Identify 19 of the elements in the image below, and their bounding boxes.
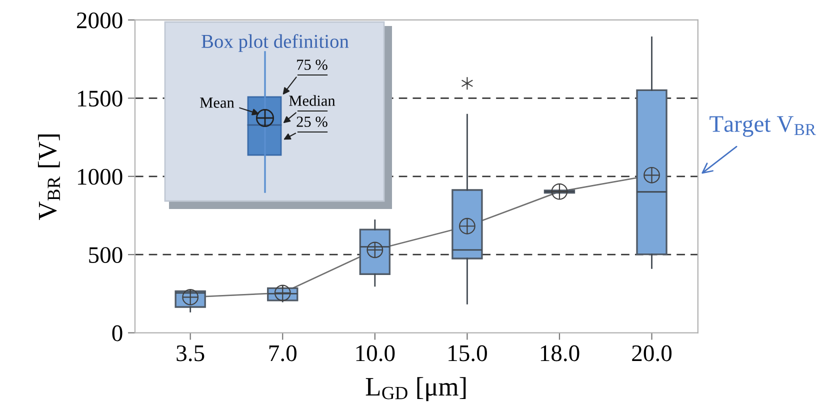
y-tick-label: 500 <box>89 247 122 264</box>
x-tick-label: 3.5 <box>176 345 204 362</box>
x-tick-label: 15.0 <box>448 345 487 362</box>
y-tick-label: 1500 <box>78 90 122 107</box>
annotation: Box plot definition <box>202 34 349 52</box>
y-tick-label: 1000 <box>78 168 122 185</box>
y-tick-label: 0 <box>112 325 122 342</box>
y-axis-title: V$_{BR}$ [V] <box>38 134 60 220</box>
y-tick-label: 2000 <box>76 12 122 28</box>
x-tick-label: 10.0 <box>356 345 395 362</box>
x-axis-title: L$_{GD}$ [μm] <box>366 377 466 402</box>
annotation: Median <box>289 95 336 106</box>
x-tick-label: 7.0 <box>269 345 296 362</box>
annotation: 25 % <box>296 116 328 127</box>
annotation: 75 % <box>297 60 328 70</box>
x-tick-label: 18.0 <box>540 345 580 362</box>
annotation: Mean <box>200 98 234 108</box>
x-tick-label: 20.0 <box>632 345 672 362</box>
ref-line-label: Target V$_{BR}$ <box>710 116 816 137</box>
